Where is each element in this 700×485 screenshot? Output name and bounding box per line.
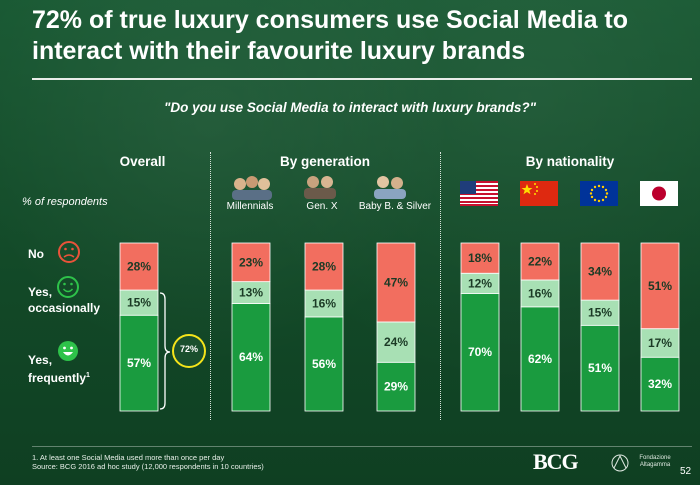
section-generation-heading: By generation [279,154,371,169]
bar-japan-yes-occasionally [640,328,680,358]
bar-overall-yes-frequently [119,314,159,412]
bar-japan-no [640,242,680,330]
bar-millennials-no [231,242,271,283]
label-baby-b-silver-yes-occasionally: 24% [384,335,408,349]
bar-baby-b-silver-no [376,242,416,323]
bar-overall-no [119,242,159,291]
label-gen-x-yes-occasionally: 16% [312,296,336,310]
bar-eu-yes-frequently [580,324,620,412]
footer-divider [32,446,692,447]
total-bracket [159,292,171,410]
label-usa-no: 18% [468,251,492,265]
bar-japan-yes-frequently [640,356,680,412]
eu-flag-icon [580,181,618,206]
legend-yes-frequently: Yes, frequently1 [28,353,90,385]
category-label-gen-x: Gen. X [306,201,338,212]
section-nationality-heading: By nationality [525,154,615,169]
altagamma-logo-text: Fondazione Altagamma [639,455,671,468]
label-overall-yes-occasionally: 15% [127,296,151,310]
footnote-1: 1. At least one Social Media used more t… [32,453,225,462]
millennials-group-icon [232,176,272,200]
section-divider-2 [440,152,441,420]
label-japan-no: 51% [648,279,672,293]
legend-yes-occasionally: Yes, occasionally [28,285,101,315]
japan-flag-icon [640,181,678,206]
category-label-millennials: Millennials [226,201,274,212]
baby-boomers-group-icon [374,176,406,199]
bar-china-no [520,242,560,281]
label-baby-b-silver-yes-frequently: 29% [384,380,408,394]
label-baby-b-silver-no: 47% [384,275,408,289]
bar-baby-b-silver-yes-occasionally [376,321,416,363]
section-overall-heading: Overall [119,154,166,169]
sad-face-icon [58,241,80,263]
bar-gen-x-yes-frequently [304,316,344,412]
bar-usa-no [460,242,500,274]
label-overall-yes-frequently: 57% [127,356,151,370]
page-number: 52 [680,466,692,477]
bar-china-yes-frequently [520,306,560,412]
bar-usa-yes-frequently [460,292,500,412]
label-overall-no: 28% [127,260,151,274]
china-flag-icon [520,181,558,206]
y-axis-label: % of respondents [22,196,108,208]
label-gen-x-yes-frequently: 56% [312,357,336,371]
bar-gen-x-no [304,242,344,291]
label-eu-yes-occasionally: 15% [588,306,612,320]
footnotes: 1. At least one Social Media used more t… [32,453,264,471]
survey-question: "Do you use Social Media to interact wit… [163,100,537,115]
label-eu-no: 34% [588,265,612,279]
title-divider [32,78,692,80]
bar-eu-no [580,242,620,301]
label-china-yes-occasionally: 16% [528,286,552,300]
usa-flag-icon [460,181,498,206]
label-china-yes-frequently: 62% [528,352,552,366]
source-note: Source: BCG 2016 ad hoc study (12,000 re… [32,462,264,471]
total-callout-badge [172,334,206,368]
bars-layer: 57% 15% 28% 64% 13% 23% 56% 16% 28% 29% 24% 47% 70% 1… [119,242,680,412]
label-millennials-no: 23% [239,255,263,269]
smile-face-icon [57,276,79,298]
bcg-logo: BCG [533,449,579,474]
category-label-baby-boomers: Baby B. & Silver [358,201,432,212]
bar-overall-yes-occasionally [119,289,159,316]
total-callout: 72% [179,344,198,354]
label-japan-yes-occasionally: 17% [648,336,672,350]
label-china-no: 22% [528,254,552,268]
legend-no: No [28,247,44,261]
label-japan-yes-frequently: 32% [648,377,672,391]
grin-face-icon [58,341,78,361]
label-eu-yes-frequently: 51% [588,361,612,375]
label-millennials-yes-frequently: 64% [239,350,263,364]
page-title: 72% of true luxury consumers use Social … [32,6,629,65]
label-usa-yes-occasionally: 12% [468,276,492,290]
label-usa-yes-frequently: 70% [468,345,492,359]
section-divider-1 [210,152,211,420]
gen-x-group-icon [304,176,336,199]
label-gen-x-no: 28% [312,260,336,274]
label-millennials-yes-occasionally: 13% [239,286,263,300]
